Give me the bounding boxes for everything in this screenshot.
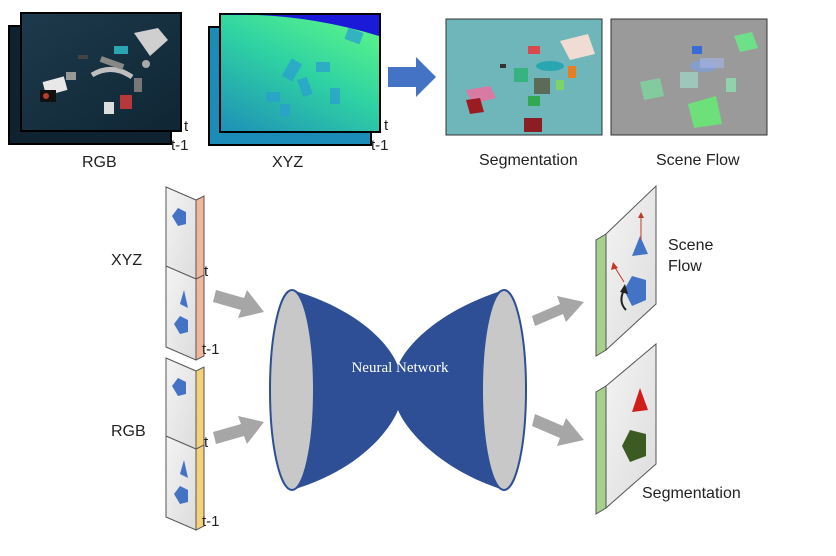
seg-triangle — [632, 388, 648, 412]
xyz-t-1-label: t-1 — [202, 341, 220, 358]
xyz-t1-pentagon — [174, 316, 188, 334]
top-rgb-label: RGB — [82, 154, 117, 171]
output-segmentation-panel — [595, 342, 657, 515]
rgb-scene-objects — [40, 28, 168, 114]
xyz-scene-objects — [266, 27, 364, 116]
rgb-t1-triangle — [180, 460, 188, 478]
network-left-disc — [269, 289, 315, 491]
output-scene-flow-panel — [595, 184, 657, 357]
input-xyz-frame-t: t — [165, 186, 209, 282]
rgb-t-pentagon — [172, 378, 186, 396]
neural-network: Neural Network — [269, 289, 527, 491]
top-xyz-label: XYZ — [272, 154, 303, 171]
output-segmentation-label: Segmentation — [642, 485, 741, 502]
top-scene-flow-label: Scene Flow — [656, 152, 740, 169]
top-blue-arrow — [388, 57, 436, 97]
input-rgb-frame-t-1: t-1 — [165, 435, 220, 531]
input-rgb-frame-t: t — [165, 357, 209, 453]
rgb-t1-pentagon — [174, 486, 188, 504]
xyz-t1-triangle — [180, 290, 188, 308]
rgb-frame-t-1-label: t-1 — [171, 137, 189, 154]
input-arrow-rgb — [213, 416, 264, 444]
rgb-frame-stack: t t-1 — [8, 12, 189, 154]
output-arrow-scene-flow — [532, 296, 584, 326]
seg-pentagon — [622, 430, 646, 462]
input-arrow-xyz — [213, 290, 264, 318]
input-rgb-label: RGB — [111, 423, 146, 440]
xyz-t-label: t — [204, 263, 209, 280]
network-title: Neural Network — [351, 360, 449, 376]
input-xyz-label: XYZ — [111, 252, 142, 269]
network-right-disc — [481, 289, 527, 491]
xyz-t-pentagon — [172, 208, 186, 226]
top-scene-flow-image — [610, 18, 768, 136]
output-flow-label: Flow — [668, 258, 702, 275]
xyz-frame-stack: t t-1 — [208, 13, 389, 154]
input-xyz-frame-t-1: t-1 — [165, 265, 220, 361]
output-arrow-segmentation — [532, 414, 584, 446]
rgb-t-label: t — [204, 434, 209, 451]
top-segmentation-label: Segmentation — [479, 152, 578, 169]
top-segmentation-image — [445, 18, 603, 136]
rgb-t-1-label: t-1 — [202, 513, 220, 530]
xyz-frame-t-1-label: t-1 — [371, 137, 389, 154]
rgb-frame-t-label: t — [184, 118, 189, 135]
output-scene-label: Scene — [668, 237, 713, 254]
flow-pentagon — [624, 276, 646, 306]
flow-triangle — [632, 236, 648, 256]
xyz-frame-t-label: t — [384, 117, 389, 134]
network-body — [292, 290, 504, 490]
